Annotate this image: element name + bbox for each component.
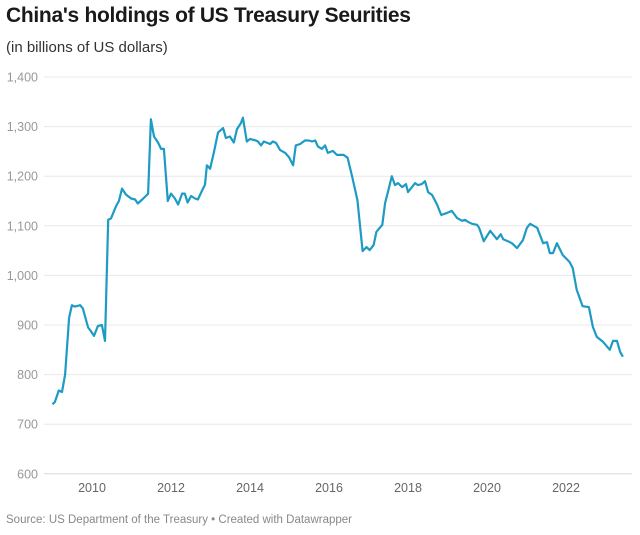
x-tick-label: 2022: [552, 481, 580, 495]
y-tick-label: 1,200: [7, 170, 38, 184]
x-tick-label: 2018: [394, 481, 422, 495]
y-tick-label: 1,100: [7, 219, 38, 233]
y-tick-label: 900: [17, 319, 38, 333]
series-line: [51, 116, 624, 406]
y-tick-label: 1,000: [7, 269, 38, 283]
x-tick-label: 2012: [157, 481, 185, 495]
x-tick-label: 2010: [78, 481, 106, 495]
y-tick-label: 600: [17, 467, 38, 481]
y-tick-label: 700: [17, 418, 38, 432]
chart-subtitle: (in billions of US dollars): [6, 39, 168, 56]
x-tick-label: 2014: [236, 481, 264, 495]
chart-title: China's holdings of US Treasury Seuritie…: [6, 4, 411, 27]
y-tick-label: 1,400: [7, 71, 38, 85]
y-tick-label: 1,300: [7, 120, 38, 134]
source-footer: Source: US Department of the Treasury • …: [6, 514, 352, 526]
x-tick-label: 2020: [473, 481, 501, 495]
y-tick-label: 800: [17, 368, 38, 382]
x-tick-label: 2016: [315, 481, 343, 495]
